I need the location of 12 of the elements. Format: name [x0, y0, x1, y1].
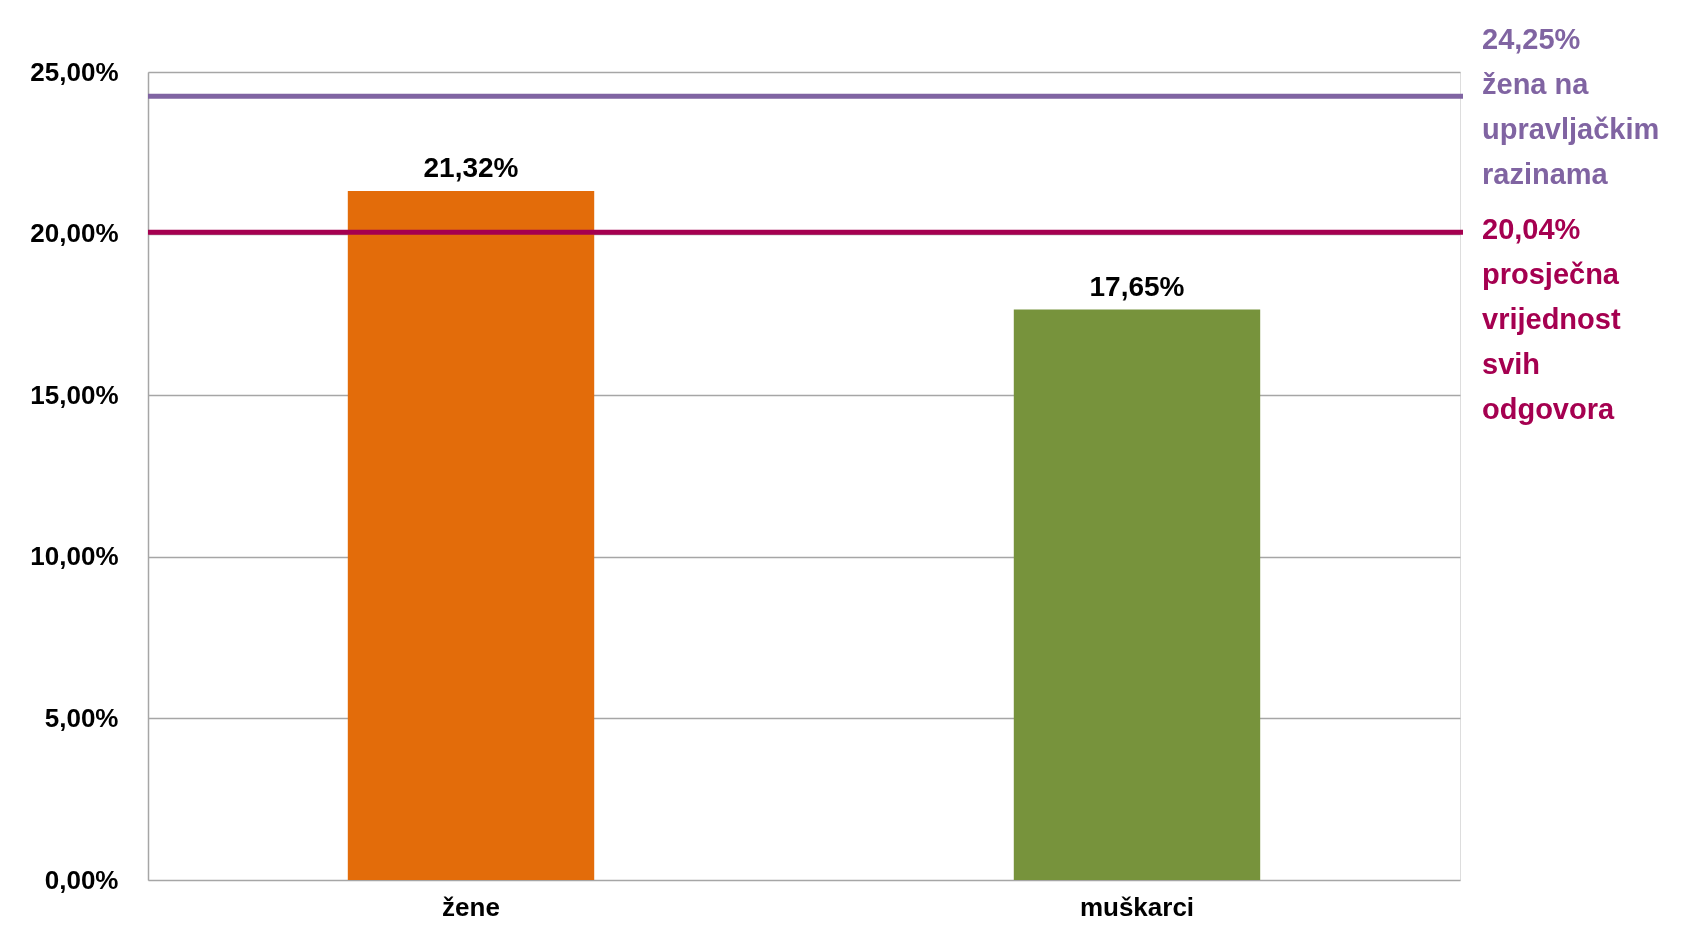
- data-label: 21,32%: [423, 151, 519, 183]
- x-tick-label: žene: [442, 891, 500, 922]
- y-tick-label: 15,00%: [30, 379, 119, 410]
- y-tick-label: 20,00%: [30, 218, 119, 249]
- y-tick-label: 25,00%: [30, 56, 119, 87]
- ref-line-label: 20,04% prosječna vrijednost svih odgovora: [1482, 213, 1621, 426]
- ref-line-label: 24,25% žena na upravljačkim razinama: [1482, 23, 1660, 191]
- y-tick-label: 10,00%: [30, 541, 119, 572]
- y-tick-label: 5,00%: [44, 702, 119, 733]
- x-tick-label: muškarci: [1079, 891, 1195, 922]
- y-tick-label: 0,00%: [44, 864, 119, 895]
- data-label: 17,65%: [1089, 270, 1185, 302]
